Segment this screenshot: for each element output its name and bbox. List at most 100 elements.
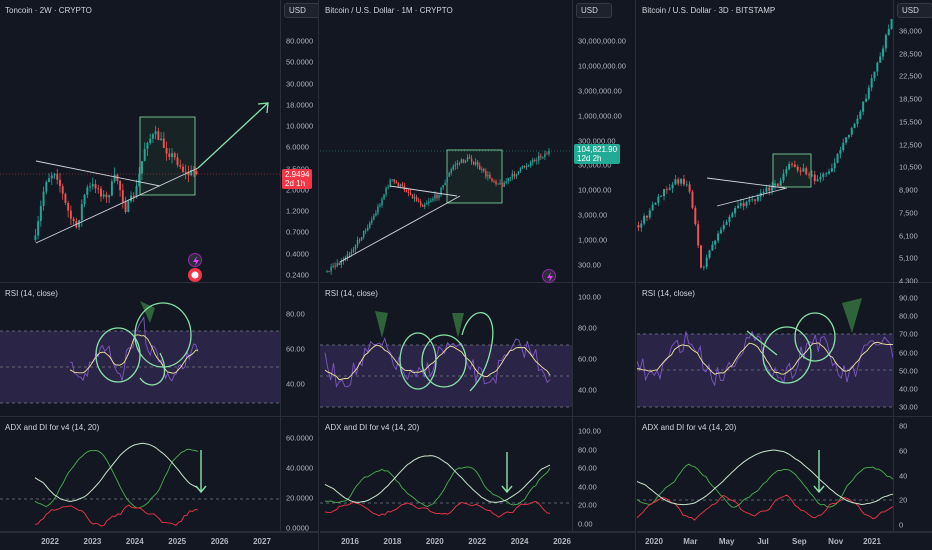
ton-candle — [192, 170, 195, 172]
ton-candle — [195, 171, 198, 175]
btc1m-candle — [440, 187, 442, 196]
price-scale[interactable]: USD 80.0000 50.0000 30.0000 18.0000 10.0000 6… — [280, 0, 318, 282]
rsi-scale[interactable]: 90.00 80.00 70.00 60.00 50.00 40.00 30.00 — [893, 283, 932, 416]
btc3d-candle — [645, 215, 648, 218]
axis-tick-label: 8,900 — [899, 185, 918, 195]
ton-candle — [72, 218, 75, 221]
adx-pane[interactable]: ADX and DI for v4 (14, 20) 100.00 80.00 60… — [320, 417, 635, 532]
ton-candle — [78, 220, 81, 228]
btc1m-candle — [511, 173, 514, 178]
axis-tick-label: 80 — [899, 421, 908, 431]
btc1m-candle — [326, 271, 328, 273]
price-chart-canvas[interactable] — [637, 0, 893, 283]
adx-chart-canvas[interactable] — [637, 417, 893, 532]
adx-scale[interactable]: 80 60 40 20 0 — [893, 417, 932, 531]
price-pane[interactable]: Bitcoin / U.S. Dollar · 1M · CRYPTO USD … — [320, 0, 635, 283]
annotation-circle — [421, 334, 467, 388]
btc3d-candle — [742, 203, 745, 207]
btc3d-candle — [719, 229, 722, 234]
ton-candle — [146, 143, 149, 149]
lightning-icon[interactable] — [542, 269, 556, 283]
axis-tick-label: 0.7000 — [286, 227, 309, 237]
adx-pane[interactable]: ADX and DI for v4 (14, 20) 60.0000 40.000… — [0, 417, 318, 533]
btc1m-candle — [442, 185, 444, 188]
price-chart-canvas[interactable] — [0, 0, 280, 283]
btc3d-candle — [847, 134, 850, 138]
btc1m-candle — [531, 159, 534, 163]
btc3d-candle — [700, 245, 702, 268]
lightning-icon[interactable] — [188, 253, 202, 267]
axis-tick-label: 40.0000 — [286, 463, 314, 473]
resistance-trendline — [35, 160, 161, 187]
btc1m-candle — [507, 177, 509, 182]
currency-selector[interactable]: USD — [576, 3, 612, 18]
overbought-fill — [375, 311, 388, 338]
btc3d-candle — [808, 174, 811, 176]
btc1m-candle — [352, 249, 355, 252]
chart-panel-toncoin[interactable]: Toncoin · 2W · CRYPTO USD 80.0000 50.0000… — [0, 0, 319, 550]
price-pane[interactable]: Toncoin · 2W · CRYPTO USD 80.0000 50.0000… — [0, 0, 318, 283]
btc3d-candle — [756, 196, 759, 201]
axis-tick-label: 40.00 — [286, 379, 305, 389]
time-axis[interactable]: 2022 2023 2024 2025 2026 2027 — [0, 532, 318, 550]
annotation-arrow — [501, 452, 513, 494]
btc1m-candle — [464, 160, 467, 163]
earnings-icon[interactable] — [188, 268, 202, 282]
btc1m-candle — [383, 194, 385, 200]
chart-panel-bitcoin-1m[interactable]: Bitcoin / U.S. Dollar · 1M · CRYPTO USD … — [320, 0, 636, 550]
chart-panel-bitcoin-3d[interactable]: Bitcoin / U.S. Dollar · 3D · BITSTAMP US… — [637, 0, 932, 550]
btc3d-candle — [751, 199, 754, 201]
rsi-scale[interactable]: 80.00 60.00 40.00 — [280, 283, 318, 416]
btc1m-candle — [375, 213, 377, 216]
axis-tick-label: 20 — [899, 495, 908, 505]
btc3d-candle — [671, 184, 674, 189]
rsi-chart-canvas[interactable] — [637, 283, 893, 417]
currency-selector[interactable]: USD — [284, 3, 318, 18]
btc1m-candle — [540, 155, 542, 158]
price-scale[interactable]: USD 30,000,000.00 10,000,000.00 3,000,000.… — [572, 0, 635, 282]
btc3d-candle — [682, 179, 685, 185]
btc3d-candle — [799, 170, 802, 172]
axis-tick-label: 1.2000 — [286, 206, 309, 216]
btc1m-candle — [393, 179, 395, 182]
rsi-scale[interactable]: 100.00 80.00 60.00 40.00 — [572, 283, 635, 416]
axis-tick-label: 4,300 — [899, 276, 918, 286]
adx-chart-canvas[interactable] — [320, 417, 572, 532]
rsi-chart-canvas[interactable] — [0, 283, 280, 417]
btc1m-candle — [336, 263, 338, 267]
btc3d-candle — [643, 215, 646, 224]
price-scale[interactable]: USD 36,000 28,500 22,500 18,500 15,500 12,500… — [893, 0, 932, 286]
ton-candle — [124, 202, 127, 212]
btc3d-candle — [791, 163, 794, 165]
resistance-trendline — [389, 185, 458, 197]
rsi-pane[interactable]: RSI (14, close) 90.00 80.00 70.00 60.00 50.0… — [637, 283, 932, 417]
btc3d-candle — [754, 199, 757, 201]
ton-candle — [187, 172, 190, 176]
btc3d-candle — [648, 210, 651, 218]
ton-candle — [39, 205, 42, 222]
adx-scale[interactable]: 100.00 80.00 60.00 40.00 20.00 0.00 — [572, 417, 635, 531]
rsi-chart-canvas[interactable] — [320, 283, 572, 417]
adx-chart-canvas[interactable] — [0, 417, 280, 532]
rsi-pane[interactable]: RSI (14, close) 100.00 80.00 60.00 40.00 — [320, 283, 635, 417]
time-axis[interactable]: 2020 Mar May Jul Sep Nov 2021 — [637, 532, 932, 550]
adx-pane[interactable]: ADX and DI for v4 (14, 20) 80 60 40 20 0 — [637, 417, 932, 532]
rsi-pane[interactable]: RSI (14, close) 80.00 60.00 40.00 — [0, 283, 318, 417]
currency-selector[interactable]: USD — [897, 3, 932, 18]
ton-candle — [83, 194, 86, 205]
axis-tick-label: 60.00 — [578, 463, 597, 473]
adx-scale[interactable]: 60.0000 40.0000 20.0000 0.0000 — [280, 417, 318, 533]
symbol-title: Bitcoin / U.S. Dollar · 1M · CRYPTO — [325, 6, 453, 15]
price-chart-canvas[interactable] — [320, 0, 572, 283]
time-tick-label: Sep — [791, 537, 807, 546]
annotation-curve — [461, 312, 494, 392]
axis-tick-label: 0.2400 — [286, 270, 309, 280]
btc1m-candle — [428, 201, 430, 204]
btc1m-candle — [534, 159, 536, 161]
ton-candle — [149, 138, 152, 144]
price-pane[interactable]: Bitcoin / U.S. Dollar · 3D · BITSTAMP US… — [637, 0, 932, 286]
btc1m-candle — [334, 265, 336, 267]
axis-tick-label: 20.0000 — [286, 493, 314, 503]
time-axis[interactable]: 2016 2018 2020 2022 2024 2026 — [320, 532, 635, 550]
btc1m-candle — [481, 169, 483, 170]
